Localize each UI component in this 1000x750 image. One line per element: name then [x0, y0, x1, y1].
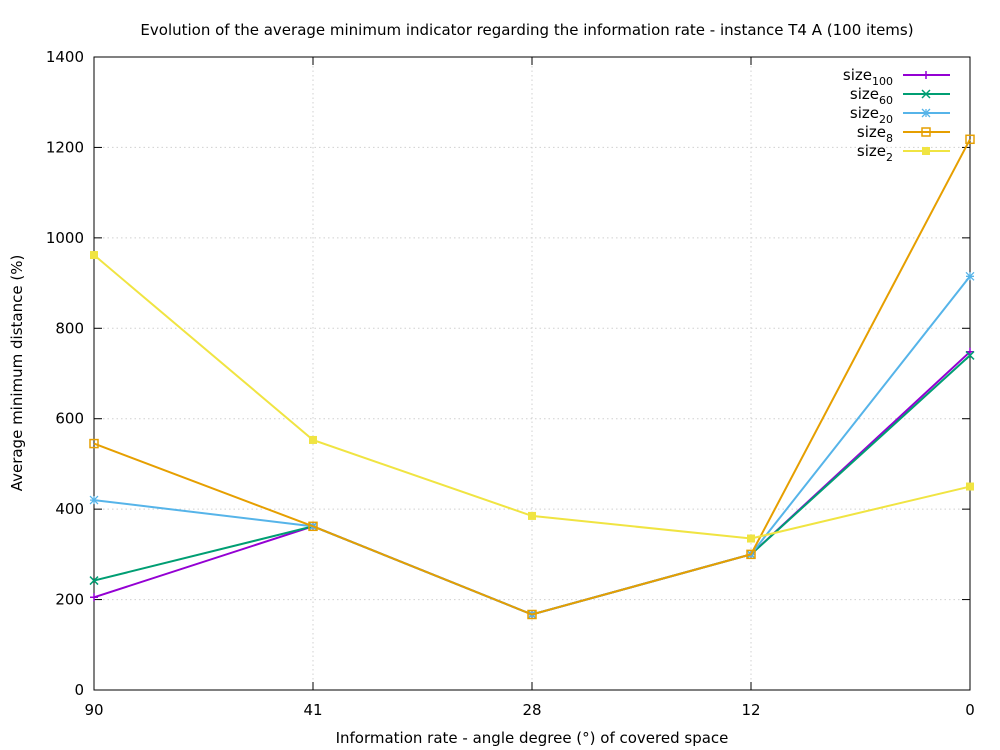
axis-ticks: 0 200 400 600 800 1000 1200 1400 90 41 28 12 0 — [46, 48, 975, 719]
legend-label: size100 — [843, 66, 893, 88]
data-point — [965, 350, 975, 360]
legend-item: size8 — [857, 123, 950, 145]
data-point — [746, 549, 756, 560]
y-tick-label: 600 — [55, 410, 84, 428]
data-point — [528, 511, 536, 520]
data-point — [922, 71, 930, 79]
data-point — [965, 271, 975, 281]
x-tick-label: 28 — [522, 701, 541, 719]
y-tick-label: 800 — [55, 319, 84, 337]
data-point — [308, 521, 318, 532]
series-size-2 — [90, 251, 974, 543]
data-point — [966, 482, 974, 491]
series-line — [93, 254, 971, 540]
y-tick-label: 0 — [74, 681, 84, 699]
legend-label: size20 — [850, 104, 893, 126]
legend-item: size20 — [850, 104, 950, 126]
series-size-100 — [90, 347, 974, 619]
data-point — [89, 495, 99, 505]
legend-item: size100 — [843, 66, 950, 88]
data-point — [89, 576, 99, 586]
legend-label: size2 — [857, 142, 893, 164]
series-line — [93, 138, 971, 616]
data-point — [921, 127, 931, 137]
data-point — [90, 251, 98, 260]
legend-label: size60 — [850, 85, 893, 107]
y-axis-label: Average minimum distance (%) — [8, 255, 26, 492]
data-point — [89, 438, 99, 449]
x-tick-label: 41 — [303, 701, 322, 719]
data-point — [747, 534, 755, 543]
data-point — [922, 147, 930, 155]
legend-item: size2 — [857, 142, 950, 164]
legend-item: size60 — [850, 85, 950, 107]
series-lines — [89, 134, 975, 620]
data-point — [965, 134, 975, 145]
data-point — [921, 108, 931, 118]
data-point — [90, 593, 98, 602]
grid-lines — [94, 57, 970, 690]
y-tick-label: 200 — [55, 591, 84, 609]
y-tick-label: 400 — [55, 500, 84, 518]
legend-label: size8 — [857, 123, 893, 145]
y-tick-label: 1400 — [46, 48, 84, 66]
x-tick-label: 90 — [84, 701, 103, 719]
series-size-8 — [89, 134, 975, 620]
data-point — [921, 89, 931, 99]
chart-title: Evolution of the average minimum indicat… — [140, 21, 913, 39]
y-tick-label: 1200 — [46, 138, 84, 156]
x-tick-label: 12 — [741, 701, 760, 719]
x-axis-label: Information rate - angle degree (°) of c… — [336, 729, 729, 747]
y-tick-label: 1000 — [46, 229, 84, 247]
data-point — [309, 435, 317, 444]
data-point — [527, 609, 537, 620]
x-tick-label: 0 — [965, 701, 975, 719]
